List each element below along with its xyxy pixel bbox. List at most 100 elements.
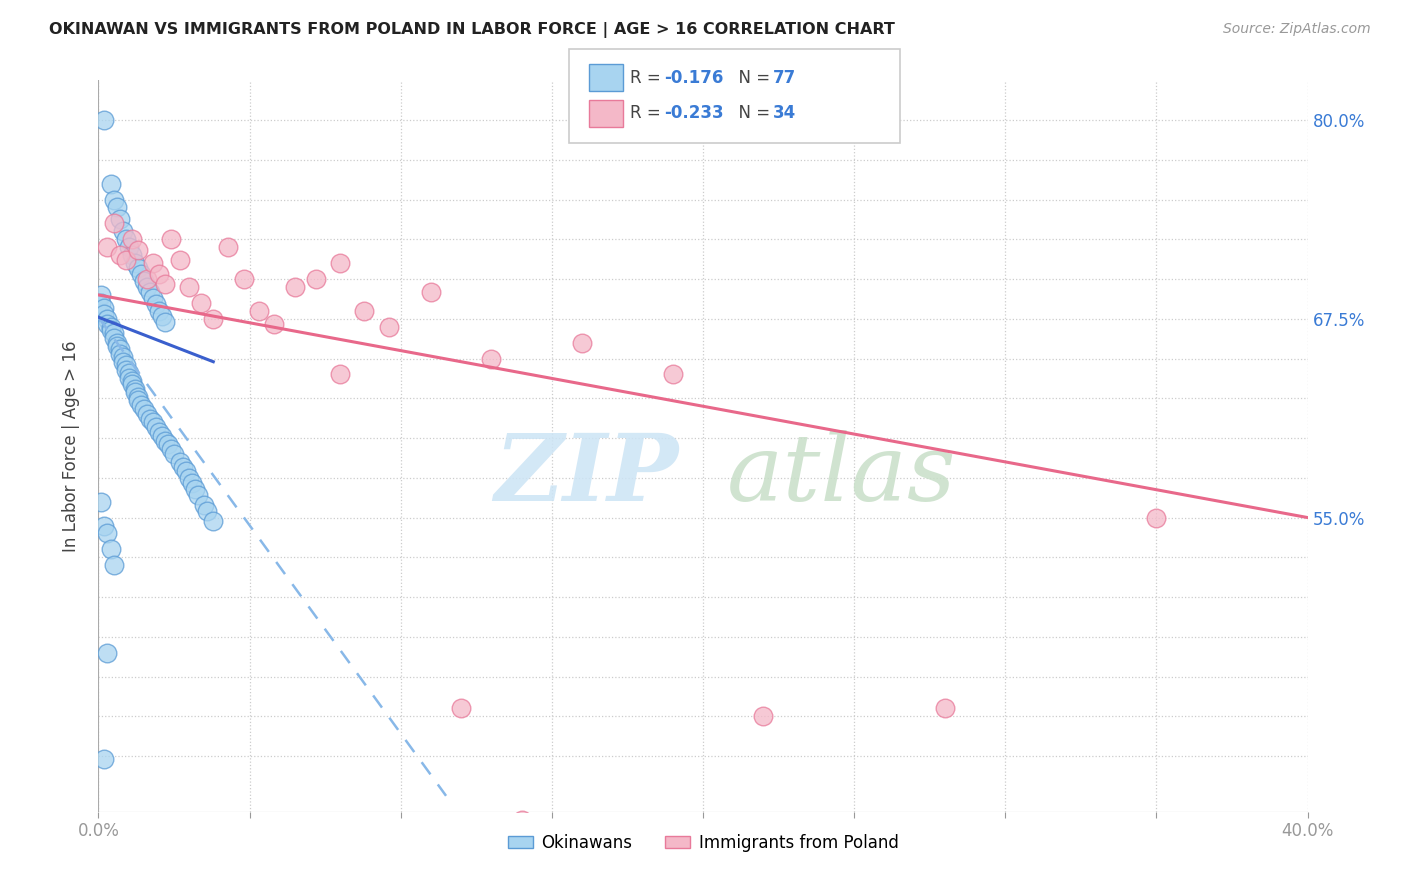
Text: atlas: atlas [727,430,956,520]
Point [142,415,165,429]
Point [377,319,399,334]
Point [108,347,131,361]
Point [87,303,110,318]
Point [160,442,183,457]
Point [93,518,115,533]
Point [121,376,143,391]
Point [105,335,128,350]
Point [96,646,118,660]
Point [135,280,157,294]
Point [179,471,201,485]
Point [174,465,197,479]
Point [105,339,128,353]
Point [169,455,191,469]
Point [263,317,285,331]
Point [163,447,186,461]
Point [96,317,118,331]
Point [145,420,167,434]
Point [284,280,307,294]
Point [148,425,170,439]
Point [169,252,191,267]
Point [121,374,143,388]
Point [96,240,118,254]
Point [153,315,176,329]
Point [103,326,125,340]
Point [132,274,155,288]
Point [139,412,162,426]
Point [305,272,328,286]
Point [127,244,149,258]
Point [217,240,239,254]
Point [127,260,149,275]
Point [160,232,183,246]
Point [103,558,125,573]
Text: -0.233: -0.233 [664,104,723,122]
Point [129,267,152,281]
Point [202,514,225,528]
Point [90,288,112,302]
Point [187,488,209,502]
Text: 77: 77 [773,69,797,87]
Point [135,407,157,421]
Point [127,392,149,407]
Point [108,211,131,226]
Point [139,285,162,299]
Point [142,256,165,270]
Point [118,366,141,380]
Text: -0.176: -0.176 [664,69,723,87]
Point [934,701,956,715]
Point [752,709,775,723]
Point [153,277,176,291]
Point [103,331,125,345]
Point [184,482,207,496]
Point [118,240,141,254]
Legend: Okinawans, Immigrants from Poland: Okinawans, Immigrants from Poland [501,827,905,858]
Point [153,434,176,449]
Point [510,813,533,827]
Point [353,303,375,318]
Text: N =: N = [728,104,776,122]
Point [100,542,122,557]
Point [247,303,270,318]
Point [100,323,122,337]
Point [127,390,149,404]
Point [121,248,143,262]
Point [118,370,141,384]
Point [108,342,131,356]
Point [103,193,125,207]
Text: N =: N = [728,69,776,87]
Point [190,296,212,310]
Point [105,201,128,215]
Point [90,296,112,310]
Point [114,362,136,376]
Point [96,526,118,541]
Point [87,296,110,310]
Point [90,494,112,508]
Point [111,350,134,364]
Point [145,297,167,311]
Point [93,752,115,766]
Point [100,319,122,334]
Point [114,232,136,246]
Point [329,256,352,270]
Point [124,382,146,396]
Point [329,368,352,382]
Point [571,335,593,350]
Point [450,701,472,715]
Point [202,311,225,326]
Point [142,291,165,305]
Point [156,437,179,451]
Point [181,475,204,490]
Point [124,256,146,270]
Point [129,398,152,412]
Point [420,285,443,299]
Point [481,351,503,366]
Point [93,113,115,128]
Point [661,368,683,382]
Point [193,498,215,512]
Text: Source: ZipAtlas.com: Source: ZipAtlas.com [1223,22,1371,37]
Point [150,309,173,323]
Point [148,267,170,281]
Point [195,504,218,518]
Text: OKINAWAN VS IMMIGRANTS FROM POLAND IN LABOR FORCE | AGE > 16 CORRELATION CHART: OKINAWAN VS IMMIGRANTS FROM POLAND IN LA… [49,22,896,38]
